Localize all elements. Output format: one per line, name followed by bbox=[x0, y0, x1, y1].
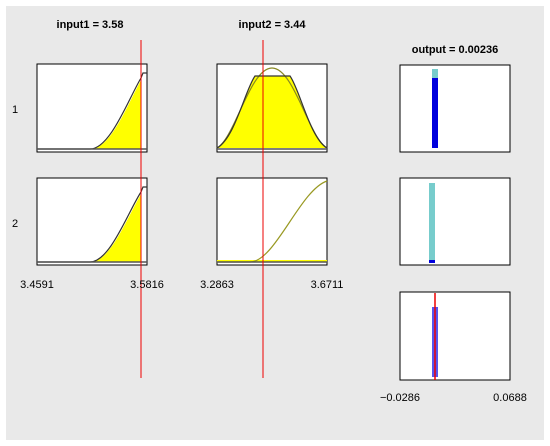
range-label: 3.6711 bbox=[311, 279, 344, 291]
range-label: 3.2863 bbox=[200, 279, 234, 291]
rule-label: 2 bbox=[12, 218, 18, 230]
mf-plot bbox=[216, 177, 328, 266]
input1-title: input1 = 3.58 bbox=[57, 19, 124, 31]
output-title: output = 0.00236 bbox=[412, 44, 499, 56]
output-plot bbox=[399, 64, 511, 153]
mf-plot bbox=[36, 63, 148, 153]
output-aggregate bbox=[399, 291, 511, 381]
output-plot bbox=[399, 177, 511, 266]
range-label: 0.0688 bbox=[493, 392, 527, 404]
range-label: 3.4591 bbox=[20, 279, 54, 291]
mf-plot bbox=[216, 63, 328, 153]
rule-label: 1 bbox=[12, 104, 18, 116]
range-label: −0.0286 bbox=[380, 392, 420, 404]
mf-plot bbox=[36, 177, 148, 266]
range-label: 3.5816 bbox=[130, 279, 164, 291]
input2-title: input2 = 3.44 bbox=[239, 19, 307, 31]
